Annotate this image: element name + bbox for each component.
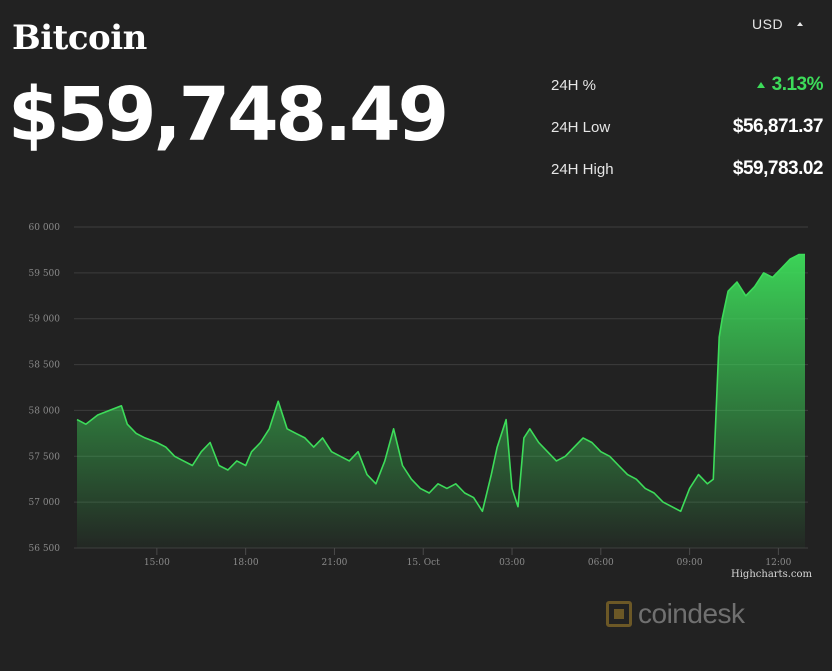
y-tick-label: 60 000 (29, 223, 61, 233)
watermark-text: coindesk (638, 598, 745, 629)
currency-selector[interactable]: USD (752, 16, 804, 32)
stat-label: 24H Low (551, 118, 611, 136)
coindesk-logo-icon (606, 601, 632, 627)
y-tick-label: 58 000 (29, 406, 61, 416)
stat-label: 24H % (551, 76, 597, 94)
x-tick-label: 06:00 (588, 558, 614, 568)
x-tick-label: 09:00 (677, 558, 703, 568)
percent-change-value: 3.13% (771, 74, 824, 95)
stat-value-24h-percent: 3.13% (756, 74, 824, 96)
stat-value-24h-high: $59,783.02 (732, 158, 824, 179)
y-tick-label: 59 000 (29, 315, 61, 325)
stat-row-24h-high: 24H High $59,783.02 (551, 158, 824, 180)
asset-title: Bitcoin (12, 18, 147, 58)
x-tick-label: 12:00 (765, 558, 791, 568)
x-tick-label: 15:00 (144, 558, 170, 568)
coindesk-watermark: coindesk (606, 598, 745, 630)
stat-label: 24H High (551, 160, 614, 178)
price-area (77, 254, 805, 548)
currency-label: USD (752, 16, 784, 32)
highcharts-credit[interactable]: Highcharts.com (731, 569, 812, 580)
stat-row-24h-low: 24H Low $56,871.37 (551, 116, 824, 138)
y-tick-label: 59 500 (29, 269, 61, 279)
y-tick-label: 57 000 (29, 498, 61, 508)
price-line (76, 253, 805, 513)
stat-value-24h-low: $56,871.37 (732, 116, 824, 137)
x-tick-label: 15. Oct (407, 558, 441, 568)
triangle-up-icon (756, 82, 765, 88)
x-tick-label: 18:00 (233, 558, 259, 568)
y-tick-label: 56 500 (29, 544, 61, 554)
y-tick-label: 58 500 (29, 361, 61, 371)
caret-up-icon (797, 22, 804, 26)
stat-row-24h-percent: 24H % 3.13% (551, 74, 824, 96)
x-tick-label: 21:00 (321, 558, 347, 568)
price-chart[interactable]: 56 500 57 000 57 500 58 000 58 500 59 000 59 5… (0, 210, 832, 580)
current-price: $59,748.49 (8, 72, 449, 158)
x-tick-label: 03:00 (499, 558, 525, 568)
y-tick-label: 57 500 (29, 452, 61, 462)
